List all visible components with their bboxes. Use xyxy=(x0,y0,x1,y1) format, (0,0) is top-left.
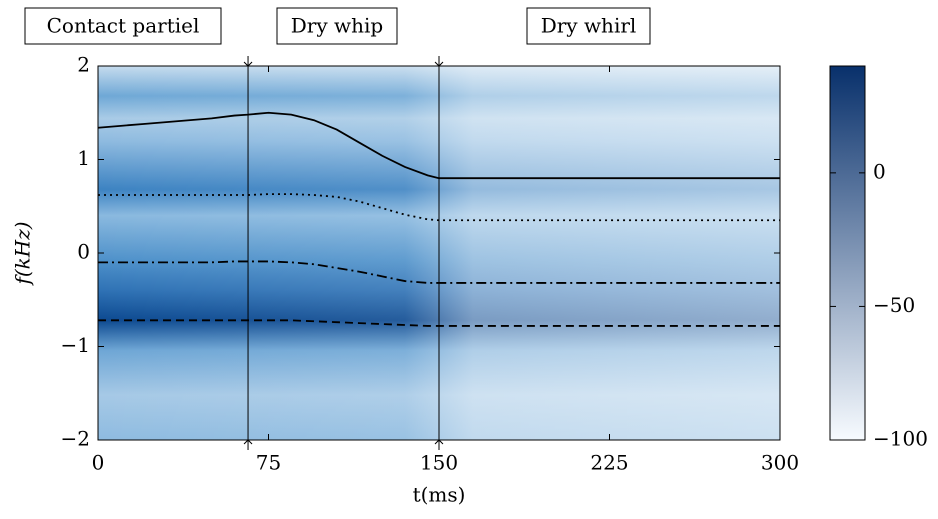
y-tick-label: 0 xyxy=(77,240,90,264)
arrowhead xyxy=(434,61,444,67)
region-label: Contact partiel xyxy=(47,14,200,38)
arrowhead xyxy=(243,61,253,67)
x-tick-label: 75 xyxy=(256,451,281,475)
series-line xyxy=(98,260,780,284)
region-label: Dry whirl xyxy=(541,14,637,38)
y-axis-label: f(kHz) xyxy=(11,221,35,286)
region-label: Dry whip xyxy=(291,14,383,38)
x-tick-label: 300 xyxy=(761,451,799,475)
x-tick-label: 0 xyxy=(92,451,105,475)
y-tick-label: −2 xyxy=(61,427,90,451)
region-box xyxy=(526,7,651,45)
colorbar-tick-label: −100 xyxy=(873,427,928,451)
region-box xyxy=(276,7,398,45)
series-line xyxy=(98,319,780,327)
series-line xyxy=(97,111,780,180)
colorbar xyxy=(829,65,866,441)
y-tick-label: 1 xyxy=(77,146,90,170)
x-axis-label: t(ms) xyxy=(413,483,466,507)
x-tick-label: 150 xyxy=(420,451,458,475)
y-tick-label: 2 xyxy=(77,53,90,77)
region-box xyxy=(24,7,222,45)
x-tick-label: 225 xyxy=(590,451,628,475)
arrowhead xyxy=(243,439,253,445)
colorbar-tick-label: −50 xyxy=(873,293,915,317)
colorbar-tick-label: 0 xyxy=(873,159,886,183)
y-tick-label: −1 xyxy=(61,333,90,357)
arrowhead xyxy=(434,439,444,445)
